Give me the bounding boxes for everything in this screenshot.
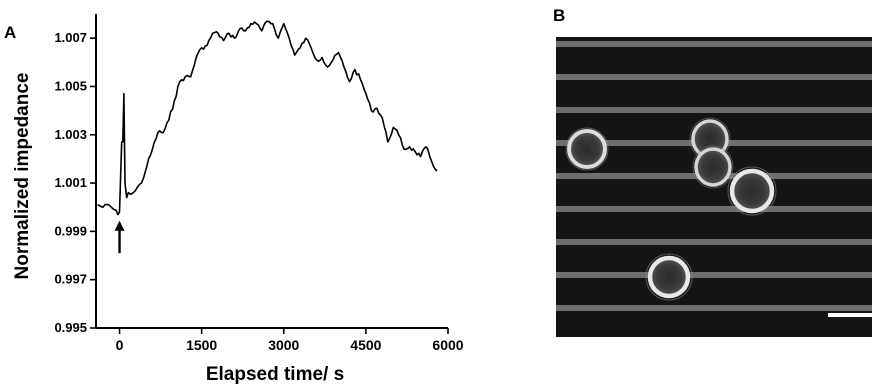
chart-axes [95,14,448,329]
x-tick-label: 6000 [432,337,463,353]
y-tick-label: 1.007 [54,30,87,45]
impedance-chart: A 0.995 0.997 0.999 1.001 1.003 1.005 1.007 0 1… [4,14,464,385]
electrode-stripe [556,107,872,113]
annotations [114,220,125,254]
electrode-stripe [556,206,872,212]
cell [645,253,693,301]
cell [727,166,777,216]
y-ticks: 0.995 0.997 0.999 1.001 1.003 1.005 1.007 [54,30,96,335]
x-tick-label: 3000 [268,337,299,353]
micrograph-panel: B [553,6,872,337]
cell [565,127,609,171]
scale-bar [828,313,872,317]
micrograph-image [556,37,872,337]
x-ticks: 0 1500 3000 4500 6000 [116,328,464,353]
cells [565,117,777,301]
panel-label-b: B [553,6,565,25]
electrode-stripe [556,272,872,278]
impedance-series-line [97,20,438,216]
electrode-stripe [556,74,872,80]
x-tick-label: 4500 [350,337,381,353]
y-tick-label: 0.999 [54,223,87,238]
y-axis-label: Normalized impedance [12,73,33,280]
micrograph-background [556,37,872,337]
cell [692,145,734,189]
x-tick-label: 0 [116,337,124,353]
panel-label-a: A [4,23,16,42]
y-tick-label: 0.995 [54,320,87,335]
y-tick-label: 1.005 [54,78,87,93]
arrow-up-icon [114,220,125,231]
electrode-stripe [556,41,872,47]
y-tick-label: 1.001 [54,175,87,190]
electrode-stripe [556,305,872,311]
x-tick-label: 1500 [186,337,217,353]
x-axis-label: Elapsed time/ s [206,364,344,385]
electrode-stripe [556,239,872,245]
y-tick-label: 0.997 [54,272,87,287]
y-tick-label: 1.003 [54,127,87,142]
